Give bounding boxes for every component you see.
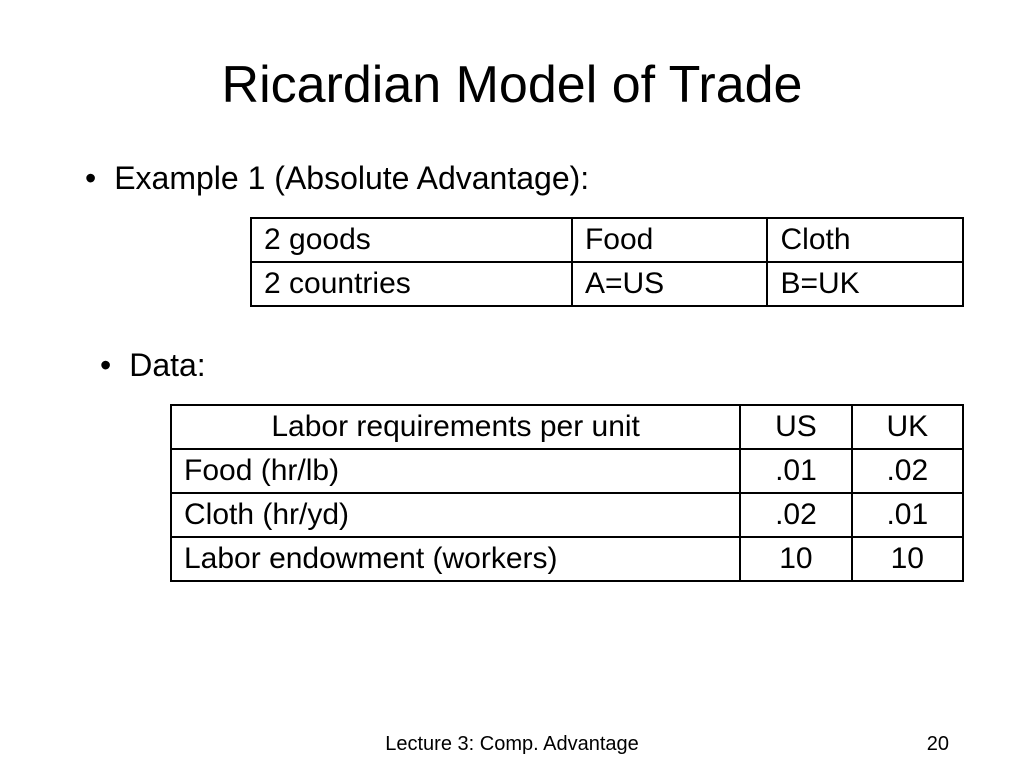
table-row: 2 goods Food Cloth [251,218,963,262]
row-food-label: Food (hr/lb) [171,449,740,493]
row-labor-endow-uk: 10 [852,537,963,581]
table-header-row: Labor requirements per unit US UK [171,405,963,449]
cell-b-uk: B=UK [767,262,963,306]
header-uk: UK [852,405,963,449]
bullet-example: Example 1 (Absolute Advantage): [85,160,964,197]
goods-countries-table: 2 goods Food Cloth 2 countries A=US B=UK [250,217,964,307]
bullet-data: Data: [100,347,964,384]
cell-countries-label: 2 countries [251,262,572,306]
table-row: Food (hr/lb) .01 .02 [171,449,963,493]
table-row: 2 countries A=US B=UK [251,262,963,306]
row-labor-endow-us: 10 [740,537,851,581]
header-labor-req: Labor requirements per unit [171,405,740,449]
cell-food: Food [572,218,768,262]
table-row: Labor endowment (workers) 10 10 [171,537,963,581]
footer-lecture-text: Lecture 3: Comp. Advantage [385,733,639,756]
row-food-us: .01 [740,449,851,493]
header-us: US [740,405,851,449]
footer-page-number: 20 [927,733,949,756]
row-cloth-us: .02 [740,493,851,537]
cell-cloth: Cloth [767,218,963,262]
labor-requirements-table: Labor requirements per unit US UK Food (… [170,404,964,582]
slide-container: Ricardian Model of Trade Example 1 (Abso… [0,0,1024,768]
table-row: Cloth (hr/yd) .02 .01 [171,493,963,537]
row-food-uk: .02 [852,449,963,493]
cell-a-us: A=US [572,262,768,306]
row-cloth-label: Cloth (hr/yd) [171,493,740,537]
slide-title: Ricardian Model of Trade [60,55,964,115]
cell-goods-label: 2 goods [251,218,572,262]
row-labor-endow-label: Labor endowment (workers) [171,537,740,581]
row-cloth-uk: .01 [852,493,963,537]
